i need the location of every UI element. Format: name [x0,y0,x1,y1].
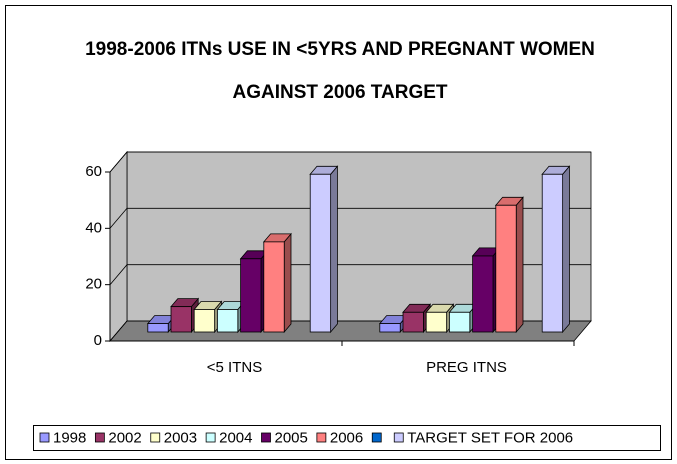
bar [263,241,285,333]
legend-label: 2005 [275,429,308,446]
bar [495,204,517,333]
bar [240,258,262,333]
bar [193,309,216,333]
grid-line [109,264,591,285]
bar [170,306,192,333]
bar [541,173,564,333]
y-tick-label: 20 [85,276,102,293]
grid-line [109,151,591,173]
legend-box [33,425,661,451]
bar [379,323,401,333]
legend-label: 2002 [108,429,141,446]
legend-swatch [261,432,271,443]
legend-label: 1998 [53,429,86,446]
bar-side [515,196,524,334]
legend-swatch [371,432,382,443]
x-tick-label: <5 ITNS [207,359,262,376]
bar-side [330,165,338,334]
legend-label: TARGET SET FOR 2006 [407,429,573,446]
bar [449,311,471,333]
bar [402,311,424,333]
y-tick-label: 40 [85,219,102,236]
legend-swatch [316,432,327,443]
legend-swatch [393,432,404,443]
legend-label: 2006 [330,429,363,446]
bar [147,323,169,333]
bar [472,255,494,333]
bar-side [283,232,292,334]
y-tick-label: 60 [85,163,102,180]
x-tick-label: PREG ITNS [426,359,507,376]
bar [217,309,239,333]
legend-swatch [150,432,161,443]
bar-side [562,165,570,334]
legend-swatch [205,432,216,443]
chart-title: 1998-2006 ITNs USE IN <5YRS AND PREGNANT… [85,39,595,103]
legend-swatch [39,432,50,443]
grid-line [109,207,591,229]
side-wall [109,150,128,343]
legend-label: 2004 [219,429,252,446]
bar [425,311,448,333]
legend-swatch [94,432,105,443]
bar [309,173,332,333]
legend-label: 2003 [164,429,197,446]
y-tick-label: 0 [94,332,102,349]
